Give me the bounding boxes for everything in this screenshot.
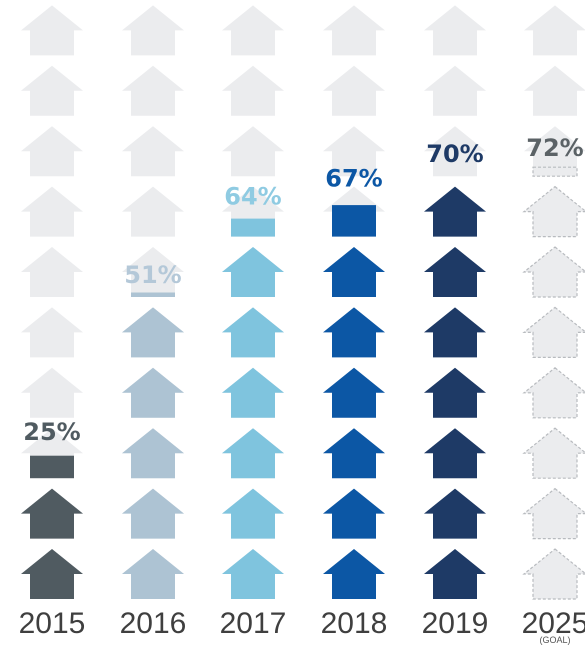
house-icon <box>524 126 585 177</box>
category-label: 2025 <box>522 607 585 640</box>
house-icon-filled <box>424 428 486 479</box>
house-icon-filled <box>222 367 284 418</box>
house-icon-filled <box>21 549 83 599</box>
house-icon <box>122 126 184 177</box>
house-icon-filled <box>222 307 284 358</box>
house-icon-partial <box>30 455 74 479</box>
house-icon <box>21 367 83 418</box>
column-2025: 72% 2025(GOAL) <box>522 5 585 645</box>
house-icon <box>122 186 184 237</box>
house-icon <box>122 5 184 56</box>
category-label: 2016 <box>120 607 187 640</box>
house-icon-filled <box>222 549 284 599</box>
house-icon-filled <box>323 428 385 479</box>
house-icon <box>522 487 585 540</box>
house-icon-filled <box>424 186 486 237</box>
column-2016: 51% 2016 <box>120 5 187 640</box>
category-label: 2019 <box>422 607 489 640</box>
house-icon <box>222 5 284 56</box>
house-icon <box>522 306 585 358</box>
house-icon <box>522 185 585 238</box>
value-label: 70% <box>426 140 483 168</box>
house-icon-filled <box>122 428 184 479</box>
house-icon-filled <box>323 247 385 297</box>
house-icon <box>21 307 83 358</box>
house-icon-filled <box>424 367 486 418</box>
house-icon-filled <box>122 488 184 539</box>
house-icon <box>323 5 385 56</box>
column-2018: 67% 2018 <box>321 5 388 640</box>
value-label: 51% <box>124 261 181 289</box>
house-icon-filled <box>323 488 385 539</box>
house-icon-filled <box>323 367 385 418</box>
category-label: 2015 <box>19 607 86 640</box>
house-icon-filled <box>424 307 486 358</box>
house-icon-partial <box>131 292 175 297</box>
house-icon-partial-goal <box>532 166 578 177</box>
value-label: 64% <box>224 182 281 210</box>
house-icon <box>323 65 385 116</box>
house-icon-filled <box>323 549 385 599</box>
goal-note-label: (GOAL) <box>539 635 570 645</box>
house-icon-filled <box>122 367 184 418</box>
house-icon <box>424 5 486 56</box>
house-icon <box>21 5 83 56</box>
house-icon <box>522 548 585 600</box>
house-icon <box>21 126 83 177</box>
house-icon-partial <box>231 218 275 237</box>
house-icon <box>21 65 83 116</box>
value-label: 25% <box>23 418 80 446</box>
house-icon <box>122 247 184 297</box>
house-icon-filled <box>122 549 184 599</box>
house-icon <box>222 65 284 116</box>
house-icon <box>222 126 284 177</box>
house-icon <box>524 5 585 56</box>
column-2017: 64% 2017 <box>220 5 287 640</box>
house-icon <box>424 65 486 116</box>
house-icon-filled <box>222 428 284 479</box>
house-icon <box>122 65 184 116</box>
column-2019: 70% 2019 <box>422 5 489 640</box>
house-icon <box>21 186 83 237</box>
category-label: 2017 <box>220 607 287 640</box>
house-icon <box>522 367 585 419</box>
house-icon-filled <box>222 488 284 539</box>
house-icon-filled <box>424 488 486 539</box>
value-label: 67% <box>325 164 382 192</box>
house-icon-partial <box>332 205 376 237</box>
house-icon-filled <box>122 307 184 358</box>
house-icon <box>522 246 585 298</box>
house-icon-filled <box>222 247 284 297</box>
column-2015: 25% 2015 <box>19 5 86 640</box>
house-icon <box>323 126 385 177</box>
house-icon-filled <box>21 488 83 539</box>
house-icon <box>21 247 83 297</box>
house-icon-filled <box>424 549 486 599</box>
house-icon <box>522 427 585 479</box>
house-icon-filled <box>323 307 385 358</box>
house-icon <box>424 126 486 177</box>
house-icon <box>524 65 585 116</box>
house-icon-filled <box>424 247 486 297</box>
category-label: 2018 <box>321 607 388 640</box>
value-label: 72% <box>526 134 583 162</box>
